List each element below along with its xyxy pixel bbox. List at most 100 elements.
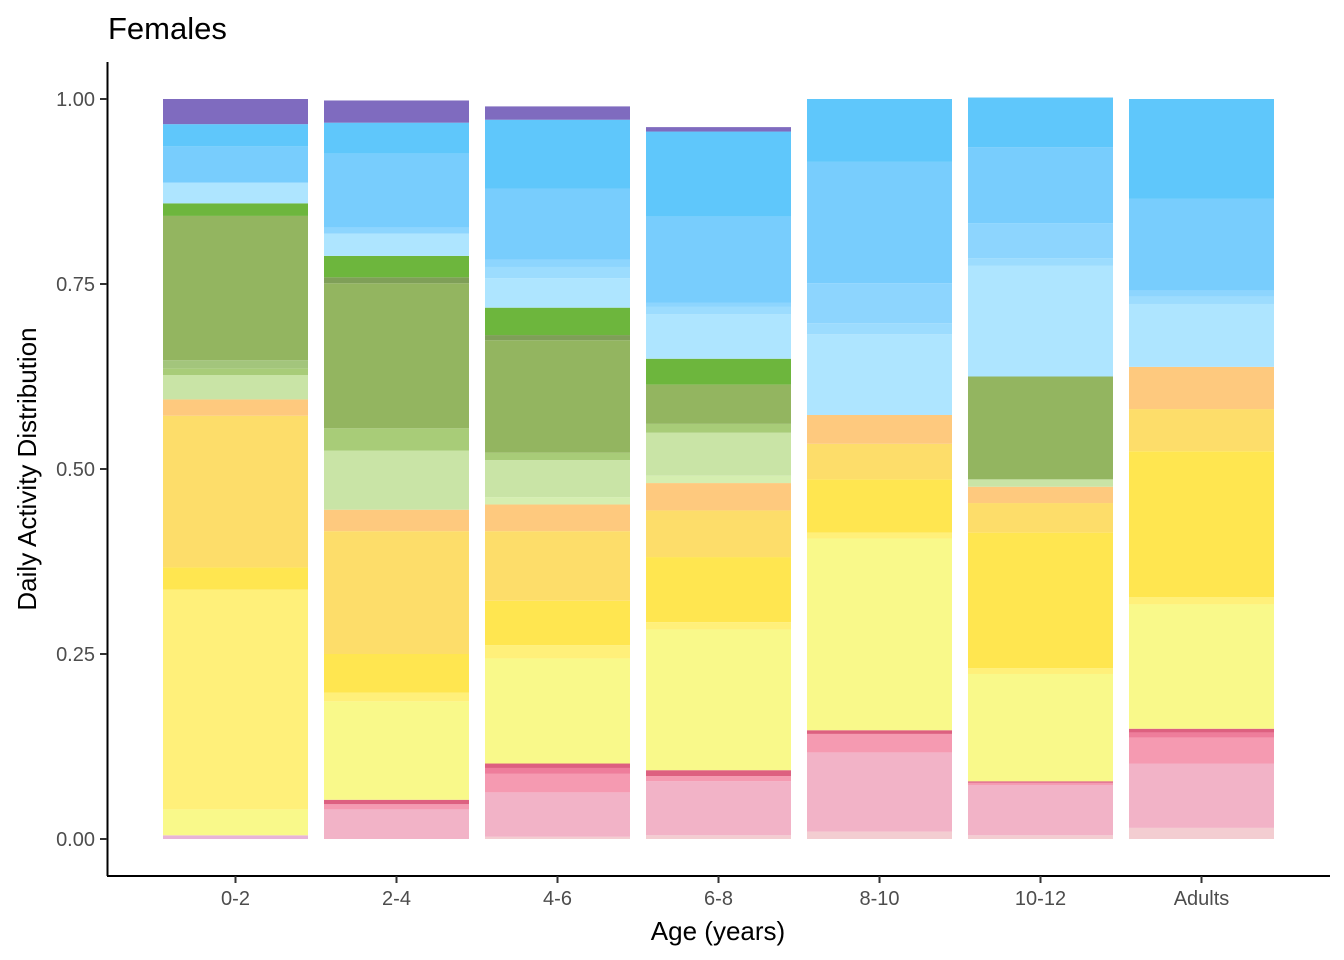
- bar-0-2: [163, 99, 308, 839]
- bar-segment: [324, 809, 469, 839]
- bar-segment: [807, 414, 952, 444]
- bar-segment: [646, 557, 791, 623]
- bar-10-12: [968, 97, 1113, 839]
- bar-segment: [968, 668, 1113, 674]
- bar-segment: [163, 589, 308, 810]
- bar-segment: [646, 475, 791, 484]
- bar-segment: [485, 836, 630, 839]
- bar-segment: [968, 486, 1113, 504]
- bar-2-4: [324, 100, 469, 839]
- bar-segment: [324, 122, 469, 154]
- bar-segment: [163, 368, 308, 376]
- bar-segment: [1129, 451, 1274, 598]
- bar-segment: [485, 773, 630, 793]
- bar-segment: [646, 314, 791, 359]
- bar-segment: [485, 504, 630, 532]
- bar-segment: [485, 278, 630, 308]
- bar-Adults: [1129, 99, 1274, 839]
- bar-segment: [324, 227, 469, 234]
- bar-segment: [968, 265, 1113, 377]
- y-tick-label: 0.50: [56, 459, 95, 481]
- y-tick-label: 1.00: [56, 89, 95, 111]
- bar-segment: [646, 622, 791, 630]
- bar-segment: [324, 692, 469, 702]
- bar-segment: [807, 334, 952, 415]
- bar-segment: [807, 730, 952, 734]
- bar-segment: [324, 509, 469, 532]
- bar-segment: [485, 497, 630, 505]
- bar-segment: [324, 428, 469, 451]
- bar-segment: [807, 532, 952, 539]
- bar-segment: [324, 233, 469, 256]
- bar-segment: [968, 147, 1113, 224]
- bar-segment: [807, 443, 952, 480]
- bar-segment: [324, 277, 469, 284]
- x-tick-label: 0-2: [221, 888, 250, 910]
- x-tick-label: 8-10: [859, 888, 899, 910]
- bar-segment: [163, 375, 308, 400]
- bar-segment: [807, 479, 952, 533]
- bar-segment: [485, 767, 630, 774]
- bar-segment: [324, 100, 469, 123]
- x-tick-label: Adults: [1174, 888, 1230, 910]
- bar-segment: [1129, 99, 1274, 199]
- bar-segment: [807, 283, 952, 324]
- bar-segment: [324, 799, 469, 805]
- bar-segment: [646, 483, 791, 511]
- bar-segment: [646, 770, 791, 777]
- bar-segment: [163, 203, 308, 216]
- bar-segment: [485, 792, 630, 837]
- bar-segment: [1129, 737, 1274, 764]
- bar-segment: [1129, 763, 1274, 828]
- bar-segment: [163, 835, 308, 839]
- bar-segment: [485, 266, 630, 279]
- bar-segment: [485, 259, 630, 267]
- bar-8-10: [807, 99, 952, 839]
- bar-segment: [163, 399, 308, 416]
- bar-segment: [485, 763, 630, 768]
- bar-segment: [807, 538, 952, 731]
- bar-segment: [485, 119, 630, 189]
- bar-segment: [807, 752, 952, 832]
- bar-segment: [324, 153, 469, 228]
- bar-4-6: [485, 106, 630, 839]
- bar-segment: [968, 673, 1113, 782]
- bar-segment: [968, 532, 1113, 669]
- bar-segment: [968, 223, 1113, 259]
- bar-segment: [163, 124, 308, 147]
- bar-segment: [646, 423, 791, 433]
- bar-segment: [485, 340, 630, 453]
- bar-segment: [163, 182, 308, 204]
- bar-segment: [646, 432, 791, 476]
- bar-segment: [163, 567, 308, 590]
- y-axis: 0.00 0.25 0.50 0.75 1.00: [56, 62, 109, 876]
- bar-segment: [807, 733, 952, 753]
- bar-segment: [163, 215, 308, 361]
- bar-segment: [968, 97, 1113, 148]
- bar-segment: [163, 99, 308, 125]
- bar-segment: [646, 835, 791, 839]
- bar-segment: [646, 302, 791, 307]
- x-axis-title: Age (years): [651, 916, 785, 946]
- bar-segment: [485, 658, 630, 764]
- bar-segment: [968, 782, 1113, 785]
- bar-segment: [968, 784, 1113, 836]
- bar-segment: [968, 503, 1113, 533]
- bar-segment: [646, 358, 791, 385]
- y-tick-label: 0.75: [56, 274, 95, 296]
- bar-segment: [1129, 604, 1274, 729]
- bar-segment: [485, 645, 630, 659]
- bar-segment: [646, 629, 791, 771]
- bar-segment: [646, 776, 791, 782]
- bar-segment: [485, 452, 630, 461]
- bar-segment: [485, 188, 630, 260]
- bar-segment: [1129, 827, 1274, 839]
- bar-segment: [485, 335, 630, 341]
- x-tick-label: 4-6: [543, 888, 572, 910]
- bar-segment: [646, 131, 791, 217]
- bar-segment: [324, 283, 469, 429]
- bar-segment: [1129, 296, 1274, 304]
- bar-segment: [646, 510, 791, 558]
- bar-segment: [324, 531, 469, 654]
